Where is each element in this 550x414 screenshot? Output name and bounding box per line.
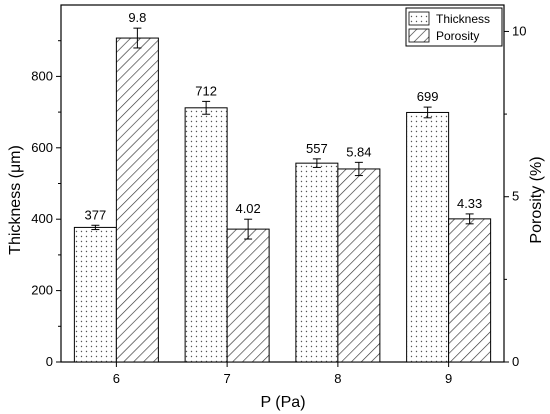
- bar-thickness: [73, 226, 117, 363]
- y-axis-right-title: Porosity (%): [528, 156, 545, 243]
- y-left-tick-label: 200: [31, 283, 53, 298]
- y-left-tick-label: 400: [31, 211, 53, 226]
- y-left-tick-label: 600: [31, 140, 53, 155]
- bar-porosity: [226, 228, 270, 363]
- data-label-thickness: 377: [85, 207, 107, 222]
- legend-swatch-thickness: [408, 11, 430, 26]
- data-label-porosity: 4.02: [235, 201, 260, 216]
- bar-porosity: [115, 37, 159, 363]
- legend-swatch-porosity: [408, 28, 430, 43]
- bar-thickness: [295, 162, 339, 363]
- x-tick-label: 6: [113, 371, 120, 386]
- y-right-tick-label: 10: [512, 23, 526, 38]
- data-label-porosity: 9.8: [128, 10, 146, 25]
- data-label-thickness: 712: [195, 83, 217, 98]
- bar-porosity: [448, 218, 492, 363]
- y-right-tick-label: 5: [512, 189, 519, 204]
- y-left-tick-label: 0: [46, 354, 53, 369]
- legend: Thickness Porosity: [405, 7, 503, 47]
- bar-porosity: [337, 168, 381, 363]
- x-tick-label: 7: [224, 371, 231, 386]
- legend-label-thickness: Thickness: [436, 12, 490, 26]
- y-right-tick-label: 0: [512, 354, 519, 369]
- bar-thickness: [184, 107, 228, 363]
- y-left-tick-label: 800: [31, 68, 53, 83]
- legend-label-porosity: Porosity: [436, 29, 479, 43]
- data-label-porosity: 4.33: [457, 196, 482, 211]
- bar-thickness: [406, 111, 450, 363]
- x-axis-title: P (Pa): [260, 394, 305, 411]
- data-label-thickness: 699: [417, 89, 439, 104]
- data-label-porosity: 5.84: [346, 144, 371, 159]
- data-label-thickness: 557: [306, 141, 328, 156]
- y-axis-left-title: Thickness (μm): [7, 145, 24, 255]
- x-tick-label: 9: [445, 371, 452, 386]
- x-tick-label: 8: [334, 371, 341, 386]
